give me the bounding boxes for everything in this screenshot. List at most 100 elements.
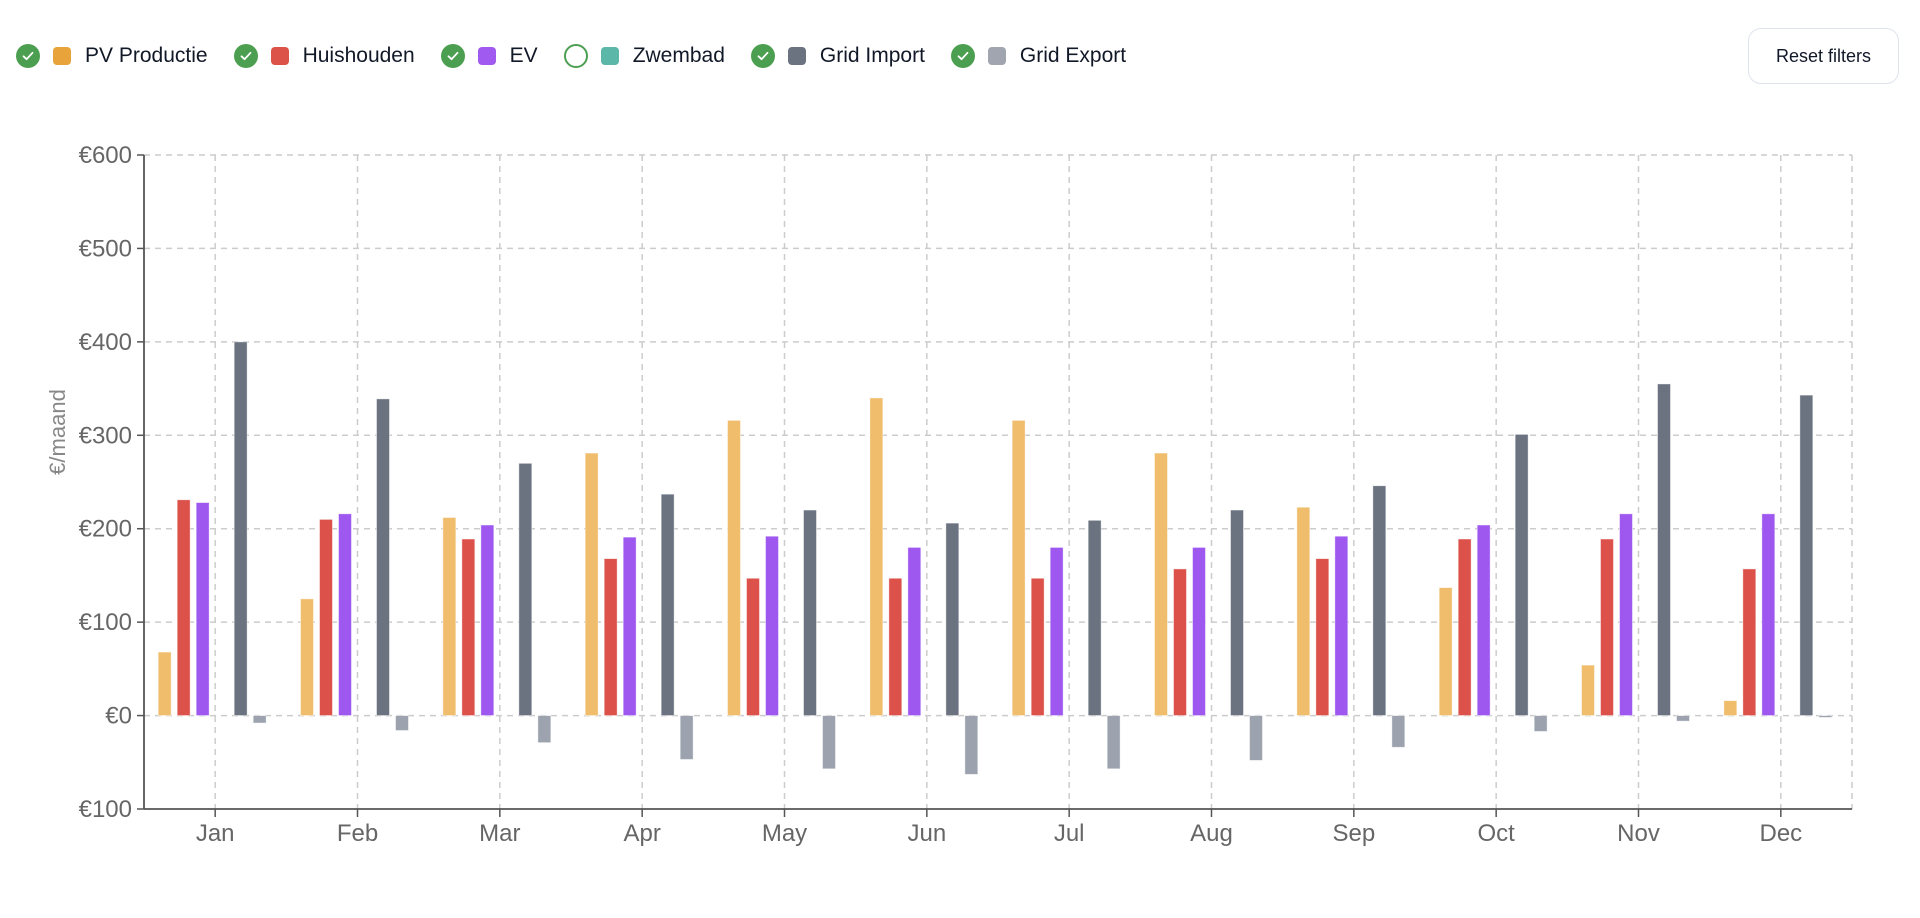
bar-huishouden-feb[interactable] <box>319 518 333 716</box>
bar-huishouden-jun[interactable] <box>888 577 903 716</box>
bar-ev-oct[interactable] <box>1476 524 1491 716</box>
check-circle-icon[interactable] <box>950 44 975 68</box>
y-tick-label: €400 <box>79 329 132 356</box>
x-tick-label: Aug <box>1190 820 1233 847</box>
bar-pv-productie-may[interactable] <box>727 419 741 716</box>
bar-grid-export-may[interactable] <box>822 715 836 770</box>
bar-grid-export-mar[interactable] <box>537 715 552 744</box>
axes: €600 €500 €400 €300 €200 €100 €0 €100 Jan Feb Mar A… <box>79 142 1852 847</box>
bar-grid-export-jun[interactable] <box>964 715 979 775</box>
x-tick-label: Apr <box>623 820 660 847</box>
legend-label: Zwembad <box>632 44 725 67</box>
bar-grid-export-nov[interactable] <box>1676 715 1690 722</box>
bar-huishouden-aug[interactable] <box>1173 568 1187 716</box>
bar-pv-productie-aug[interactable] <box>1154 452 1168 716</box>
legend-item-ev[interactable]: EV <box>440 44 538 68</box>
x-tick-label: Oct <box>1477 820 1515 847</box>
bar-pv-productie-nov[interactable] <box>1581 664 1595 716</box>
bar-pv-productie-jun[interactable] <box>869 397 884 716</box>
x-tick-label: Jun <box>907 820 946 847</box>
bar-grid-import-apr[interactable] <box>660 493 675 716</box>
reset-filters-button[interactable]: Reset filters <box>1748 28 1899 84</box>
bar-pv-productie-feb[interactable] <box>300 598 314 716</box>
y-tick-label: €500 <box>79 235 132 262</box>
bar-grid-export-sep[interactable] <box>1391 715 1406 748</box>
bar-grid-export-oct[interactable] <box>1533 715 1548 732</box>
bar-ev-nov[interactable] <box>1619 513 1633 716</box>
bar-grid-export-aug[interactable] <box>1249 715 1263 761</box>
legend-item-pv-productie[interactable]: PV Productie <box>16 44 208 68</box>
bar-huishouden-dec[interactable] <box>1742 568 1757 716</box>
grid <box>144 154 1853 809</box>
bar-grid-import-mar[interactable] <box>518 462 533 716</box>
bar-huishouden-oct[interactable] <box>1457 538 1472 716</box>
color-swatch <box>53 47 71 65</box>
legend-label: Grid Import <box>819 44 925 67</box>
bar-ev-jul[interactable] <box>1049 547 1064 716</box>
bar-pv-productie-sep[interactable] <box>1296 506 1311 716</box>
bar-huishouden-sep[interactable] <box>1315 558 1330 716</box>
bar-ev-apr[interactable] <box>622 536 637 716</box>
legend-label: EV <box>509 44 538 67</box>
bar-ev-dec[interactable] <box>1761 513 1776 716</box>
bar-grid-export-jan[interactable] <box>252 715 267 724</box>
legend-item-huishouden[interactable]: Huishouden <box>233 44 415 68</box>
bar-pv-productie-oct[interactable] <box>1438 587 1453 716</box>
bar-grid-import-jun[interactable] <box>945 522 960 716</box>
bar-ev-jun[interactable] <box>907 547 922 716</box>
bar-grid-import-sep[interactable] <box>1372 485 1387 716</box>
legend-item-zwembad[interactable]: Zwembad <box>563 44 725 68</box>
check-circle-icon[interactable] <box>233 44 258 68</box>
bar-grid-export-jul[interactable] <box>1106 715 1121 770</box>
legend: PV Productie Huishouden EV Zwembad Grid Impo… <box>16 42 1152 70</box>
bar-huishouden-may[interactable] <box>746 577 760 716</box>
bar-grid-import-jan[interactable] <box>233 341 248 716</box>
x-tick-label: Jul <box>1054 820 1085 847</box>
bar-pv-productie-jan[interactable] <box>157 651 172 716</box>
bar-huishouden-jan[interactable] <box>176 499 191 716</box>
bar-huishouden-nov[interactable] <box>1600 538 1614 716</box>
bar-huishouden-apr[interactable] <box>603 558 618 716</box>
x-tick-label: Sep <box>1332 820 1375 847</box>
bar-ev-feb[interactable] <box>338 513 352 716</box>
legend-item-grid-import[interactable]: Grid Import <box>750 44 925 68</box>
y-tick-label: €100 <box>79 796 132 823</box>
bar-grid-import-jul[interactable] <box>1087 519 1102 716</box>
bar-ev-aug[interactable] <box>1192 547 1206 716</box>
check-circle-icon[interactable] <box>750 44 775 68</box>
color-swatch <box>987 47 1006 65</box>
bar-grid-export-dec[interactable] <box>1818 715 1833 718</box>
bar-ev-sep[interactable] <box>1334 535 1349 716</box>
y-tick-label: €100 <box>79 609 132 636</box>
check-circle-icon[interactable] <box>440 44 465 68</box>
empty-circle-icon[interactable] <box>563 44 588 68</box>
bar-pv-productie-mar[interactable] <box>442 517 457 716</box>
bar-grid-import-nov[interactable] <box>1657 383 1671 716</box>
legend-label: Grid Export <box>1019 44 1127 67</box>
bar-grid-import-aug[interactable] <box>1230 509 1244 716</box>
bar-pv-productie-apr[interactable] <box>584 452 599 716</box>
bar-grid-import-dec[interactable] <box>1799 394 1814 716</box>
bar-ev-may[interactable] <box>765 535 779 716</box>
color-swatch <box>600 47 619 65</box>
y-axis-title: €/maand <box>45 389 70 475</box>
legend-item-grid-export[interactable]: Grid Export <box>950 44 1127 68</box>
check-circle-icon[interactable] <box>16 44 40 68</box>
bar-grid-import-oct[interactable] <box>1514 433 1529 716</box>
bar-ev-mar[interactable] <box>480 524 495 716</box>
y-tick-label: €0 <box>105 703 132 730</box>
x-tick-label: Dec <box>1759 820 1802 847</box>
x-tick-label: Feb <box>337 820 378 847</box>
bar-grid-import-may[interactable] <box>803 509 817 716</box>
bar-ev-jan[interactable] <box>195 502 210 716</box>
color-swatch <box>477 47 496 65</box>
bar-huishouden-mar[interactable] <box>461 538 476 716</box>
color-swatch <box>787 47 806 65</box>
bar-pv-productie-jul[interactable] <box>1011 419 1026 716</box>
bar-grid-import-feb[interactable] <box>376 398 390 716</box>
bar-pv-productie-dec[interactable] <box>1723 700 1738 716</box>
bar-grid-export-feb[interactable] <box>395 715 409 731</box>
bar-grid-export-apr[interactable] <box>679 715 694 760</box>
bar-huishouden-jul[interactable] <box>1030 577 1045 716</box>
